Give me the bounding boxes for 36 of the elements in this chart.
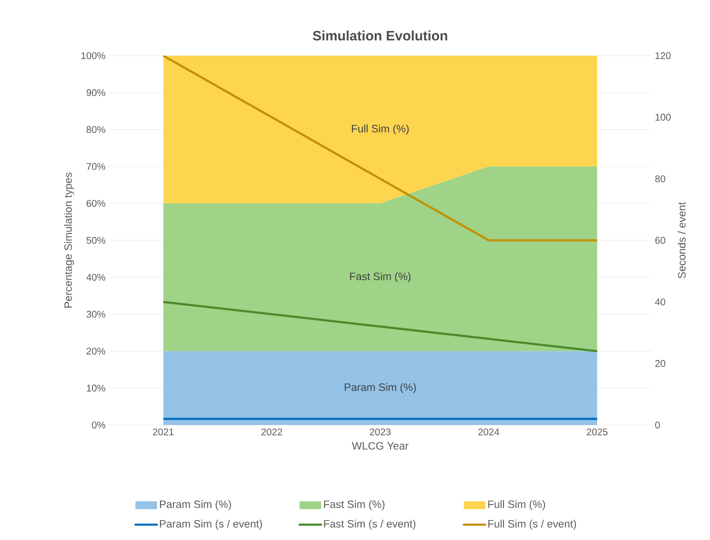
y2-tick-label: 0 <box>655 421 660 428</box>
x-tick-label: 2025 <box>586 428 608 436</box>
line-series <box>162 300 598 352</box>
y2-tick-label: 100 <box>656 114 671 121</box>
y2-axis-title: Seconds / event <box>678 202 686 278</box>
annotation: Param Sim (%) <box>344 382 416 393</box>
legend-label: Fast Sim (%) <box>324 500 384 510</box>
y-tick-label: 60% <box>86 200 106 207</box>
y2-tick-label: 40 <box>655 298 666 306</box>
y-tick-label: 100% <box>81 52 106 59</box>
legend-label: Full Sim (%) <box>488 500 546 510</box>
y2-tick-label: 20 <box>655 360 666 367</box>
x-tick-label: 2024 <box>478 428 500 436</box>
legend-label: Fast Sim (s / event) <box>324 520 416 530</box>
y-tick-label: 30% <box>86 310 106 318</box>
y2-tick-label: 60 <box>655 236 666 244</box>
y-tick-label: 0% <box>92 421 106 428</box>
y2-tick-label: 120 <box>656 52 671 59</box>
chart-title: Simulation Evolution <box>312 30 448 40</box>
x-tick-label: 2021 <box>152 428 174 436</box>
y-tick-label: 50% <box>86 236 106 244</box>
y-tick-label: 90% <box>86 89 106 96</box>
y-axis-title: Percentage Simulation types <box>64 172 74 308</box>
y2-tick-label: 80 <box>655 175 666 182</box>
x-tick-label: 2023 <box>370 428 391 436</box>
y-tick-label: 40% <box>86 274 106 281</box>
y-tick-label: 10% <box>86 384 106 392</box>
annotation: Fast Sim (%) <box>350 272 410 282</box>
y-tick-label: 80% <box>86 126 106 133</box>
x-tick-label: 2022 <box>261 428 282 436</box>
x-axis-title: WLCG Year <box>352 442 408 450</box>
legend-label: Param Sim (s / event) <box>160 520 262 530</box>
y-tick-label: 20% <box>86 348 106 354</box>
y-tick-label: 70% <box>86 162 106 170</box>
legend-label: Param Sim (%) <box>160 500 231 510</box>
legend-label: Full Sim (s / event) <box>488 520 576 530</box>
